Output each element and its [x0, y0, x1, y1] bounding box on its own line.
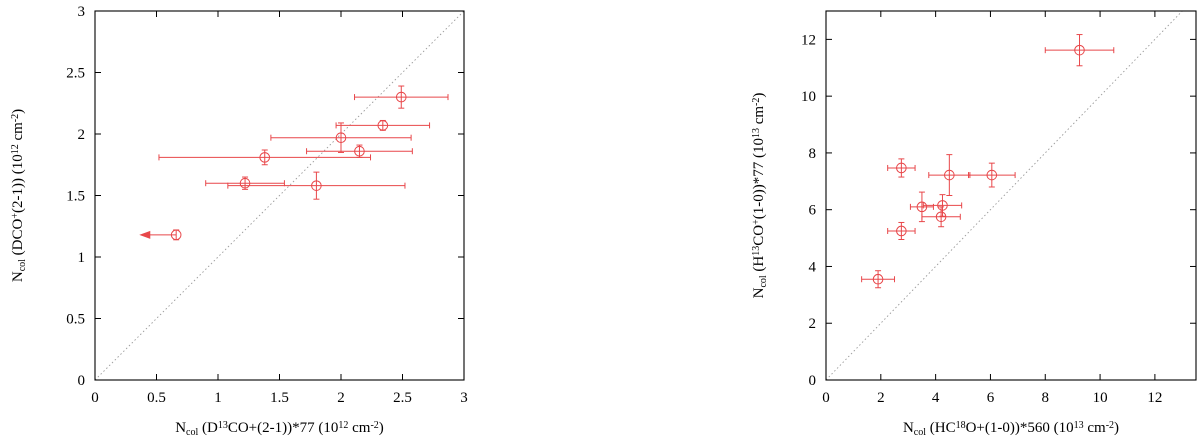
x-tick-label: 4 — [932, 390, 940, 406]
data-marker — [937, 200, 948, 211]
x-axis-label: Ncol (HC18O+(1-0))*560 (1013 cm-2) — [903, 420, 1119, 438]
data-point — [139, 229, 182, 241]
x-axis-label: Ncol (D13CO+(2-1))*77 (1012 cm-2) — [175, 420, 384, 438]
data-point — [968, 162, 1016, 188]
x-tick-label: 2 — [337, 390, 345, 406]
data-point — [887, 158, 916, 178]
data-point — [270, 122, 412, 153]
x-tick-label: 0 — [91, 390, 99, 406]
data-marker — [259, 152, 271, 163]
y-tick-label: 6 — [809, 203, 817, 219]
data-point — [227, 171, 406, 200]
data-point — [354, 85, 449, 109]
data-marker — [335, 132, 347, 143]
data-point — [921, 206, 961, 228]
x-tick-label: 1.5 — [270, 390, 289, 406]
y-tick-label: 0.5 — [66, 312, 85, 328]
y-tick-label: 1.5 — [66, 189, 85, 205]
data-point — [861, 270, 896, 289]
data-marker — [354, 145, 365, 157]
data-point — [887, 221, 916, 240]
data-point — [1044, 34, 1115, 67]
data-marker — [916, 201, 928, 213]
y-tick-label: 2 — [78, 127, 86, 143]
x-tick-label: 8 — [1042, 390, 1050, 406]
data-marker — [377, 120, 389, 131]
data-point — [205, 176, 285, 190]
y-tick-label: 12 — [801, 32, 816, 48]
x-tick-label: 1 — [214, 390, 222, 406]
data-marker — [1074, 44, 1085, 56]
left-scatter-panel: 0 0.5 1 1.5 2 2.5 3 0 0.5 1 1.5 2 2.5 3 Ncol (D13CO+(2… — [10, 4, 468, 438]
data-point — [928, 154, 971, 196]
x-tick-label: 0.5 — [147, 390, 166, 406]
data-point — [306, 144, 413, 158]
y-tick-label: 10 — [801, 89, 816, 105]
y-axis-label: Ncol (H13CO+(1-0))*77 (1013 cm-2) — [751, 93, 769, 299]
data-point — [158, 149, 372, 166]
x-tick-label: 10 — [1093, 390, 1108, 406]
x-tick-label: 0 — [822, 390, 830, 406]
right-scatter-panel: 0 2 4 6 8 10 12 0 2 4 6 8 10 12 Ncol (HC18O+(1-0))*560… — [751, 10, 1197, 438]
x-tick-label: 2.5 — [393, 390, 412, 406]
y-tick-label: 2.5 — [66, 66, 85, 82]
data-marker — [395, 91, 407, 103]
data-point — [922, 194, 963, 217]
data-marker — [896, 225, 907, 237]
data-point — [909, 191, 934, 223]
upper-limit-arrow-head — [139, 230, 151, 239]
data-marker — [896, 162, 907, 174]
y-tick-label: 1 — [78, 250, 86, 266]
diagonal-reference-line — [825, 10, 1183, 381]
data-marker — [311, 180, 322, 191]
data-marker — [935, 211, 947, 223]
diagonal-reference-line — [94, 10, 465, 381]
data-marker — [986, 169, 998, 181]
y-tick-label: 0 — [78, 373, 86, 389]
x-tick-label: 3 — [460, 390, 468, 406]
data-marker — [170, 229, 182, 241]
y-tick-label: 2 — [809, 316, 817, 332]
y-tick-label: 0 — [809, 373, 817, 389]
data-marker — [944, 169, 955, 181]
y-tick-label: 3 — [78, 4, 86, 20]
data-marker — [239, 177, 251, 189]
y-axis-label: Ncol (DCO+(2-1)) (1012 cm-2) — [10, 109, 28, 282]
x-tick-label: 12 — [1147, 390, 1162, 406]
plot-frame — [825, 10, 1197, 381]
x-tick-label: 2 — [877, 390, 885, 406]
y-tick-label: 4 — [809, 259, 817, 275]
data-marker — [872, 273, 884, 285]
x-tick-label: 6 — [987, 390, 995, 406]
data-point — [335, 119, 431, 131]
y-tick-label: 8 — [809, 146, 817, 162]
